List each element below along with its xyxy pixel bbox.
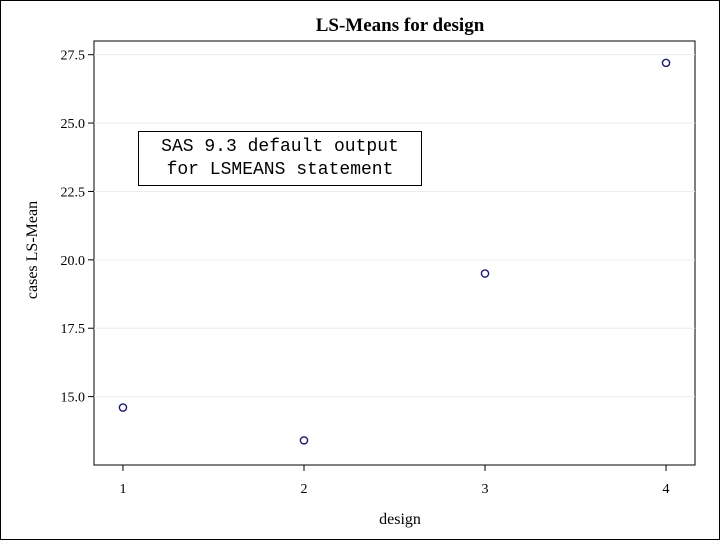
chart-title: LS-Means for design [316,15,485,36]
x-axis: 1 2 3 4 [119,465,670,497]
x-tick-label-1: 2 [300,482,307,497]
data-point-1 [118,403,128,412]
annotation-line-2: for LSMEANS statement [166,159,394,180]
y-tick-label-0: 15.0 [61,391,86,406]
y-tick-label-1: 17.5 [61,322,86,337]
x-tick-label-3: 4 [663,482,670,497]
x-tick-label-0: 1 [119,482,126,497]
annotation-line-1: SAS 9.3 default output [161,136,399,157]
gridlines [94,54,695,398]
annotation-box: SAS 9.3 default output for LSMEANS state… [138,131,422,186]
data-point-4 [661,58,671,68]
data-point-3 [480,269,490,278]
y-tick-label-5: 27.5 [61,49,86,64]
y-tick-label-4: 25.0 [61,117,86,132]
y-axis-label: cases LS-Mean [24,201,41,299]
data-point-2 [299,436,309,445]
data-points [118,58,671,445]
y-tick-label-3: 22.5 [61,185,86,200]
plot-area [93,40,696,466]
x-axis-label: design [379,511,421,528]
y-axis: 15.0 17.5 20.0 22.5 25.0 27.5 [61,49,94,406]
y-tick-label-2: 20.0 [61,254,86,269]
x-tick-label-2: 3 [482,482,489,497]
